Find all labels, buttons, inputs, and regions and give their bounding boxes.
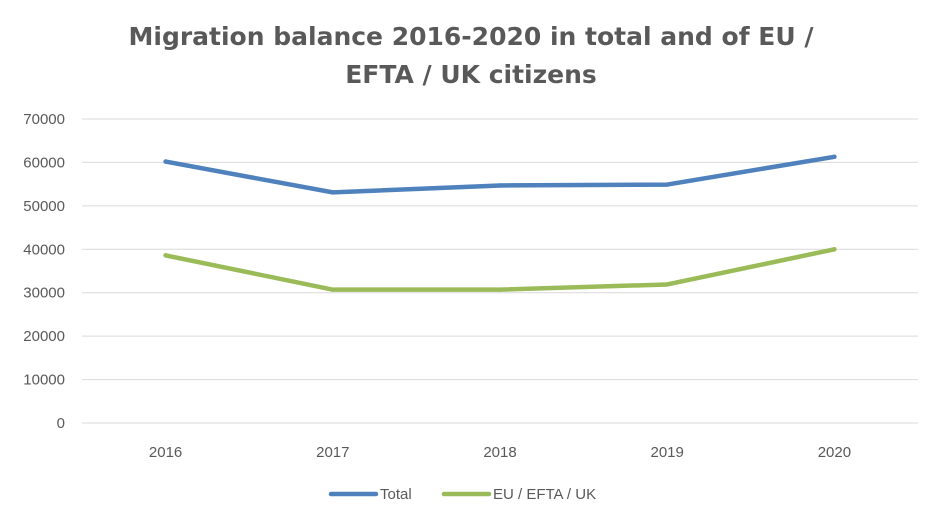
data-point <box>330 287 335 292</box>
data-point <box>163 159 168 164</box>
chart-title-line-1: Migration balance 2016-2020 in total and… <box>128 22 814 51</box>
y-tick-label: 60000 <box>23 154 65 171</box>
data-point <box>163 253 168 258</box>
data-point <box>330 190 335 195</box>
chart-title-line-2: EFTA / UK citizens <box>345 60 597 89</box>
y-tick-label: 50000 <box>23 198 65 215</box>
y-tick-label: 40000 <box>23 241 65 258</box>
y-tick-label: 70000 <box>23 111 65 128</box>
x-axis-ticks: 2016 2017 2018 2019 2020 <box>149 444 851 461</box>
y-axis-ticks: 0 10000 20000 30000 40000 50000 60000 70000 <box>23 111 65 432</box>
data-point <box>665 282 670 287</box>
data-point <box>832 247 837 252</box>
x-tick-label: 2018 <box>483 444 516 461</box>
x-tick-label: 2019 <box>651 444 684 461</box>
series-line-1 <box>163 247 837 292</box>
legend-label: Total <box>380 486 412 503</box>
data-point <box>497 287 503 292</box>
data-point <box>665 182 670 187</box>
x-tick-label: 2020 <box>818 444 851 461</box>
legend: Total EU / EFTA / UK <box>328 486 596 503</box>
y-tick-label: 0 <box>57 415 65 432</box>
gridlines <box>82 118 918 424</box>
data-point <box>497 183 503 188</box>
series-lines <box>163 154 837 292</box>
y-tick-label: 10000 <box>23 372 65 389</box>
x-tick-label: 2016 <box>149 444 182 461</box>
y-tick-label: 30000 <box>23 285 65 302</box>
legend-label: EU / EFTA / UK <box>493 486 596 503</box>
y-tick-label: 20000 <box>23 328 65 345</box>
chart-title: Migration balance 2016-2020 in total and… <box>0 18 942 94</box>
data-point <box>832 154 837 159</box>
x-tick-label: 2017 <box>316 444 349 461</box>
